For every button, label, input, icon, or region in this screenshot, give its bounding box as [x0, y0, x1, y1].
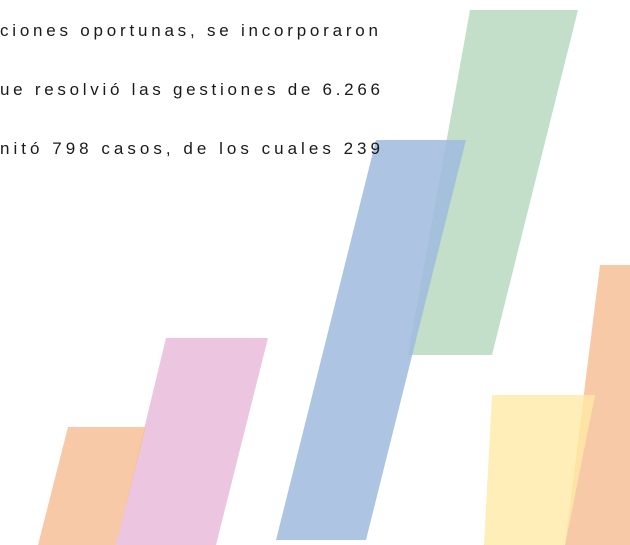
text-line: ue resolvió las gestiones de 6.266	[0, 80, 380, 99]
pink-band	[116, 338, 268, 545]
blue-band	[276, 140, 466, 540]
yellow-band	[484, 395, 595, 545]
decoration	[38, 10, 630, 545]
text-line: nitó 798 casos, de los cuales 239	[0, 139, 380, 158]
paragraph: ciones oportunas, se incorporaron ue res…	[0, 21, 380, 158]
orange-band-left	[38, 427, 146, 545]
orange-band-right	[565, 265, 630, 545]
text-line: ciones oportunas, se incorporaron	[0, 21, 378, 40]
green-band	[408, 10, 578, 355]
